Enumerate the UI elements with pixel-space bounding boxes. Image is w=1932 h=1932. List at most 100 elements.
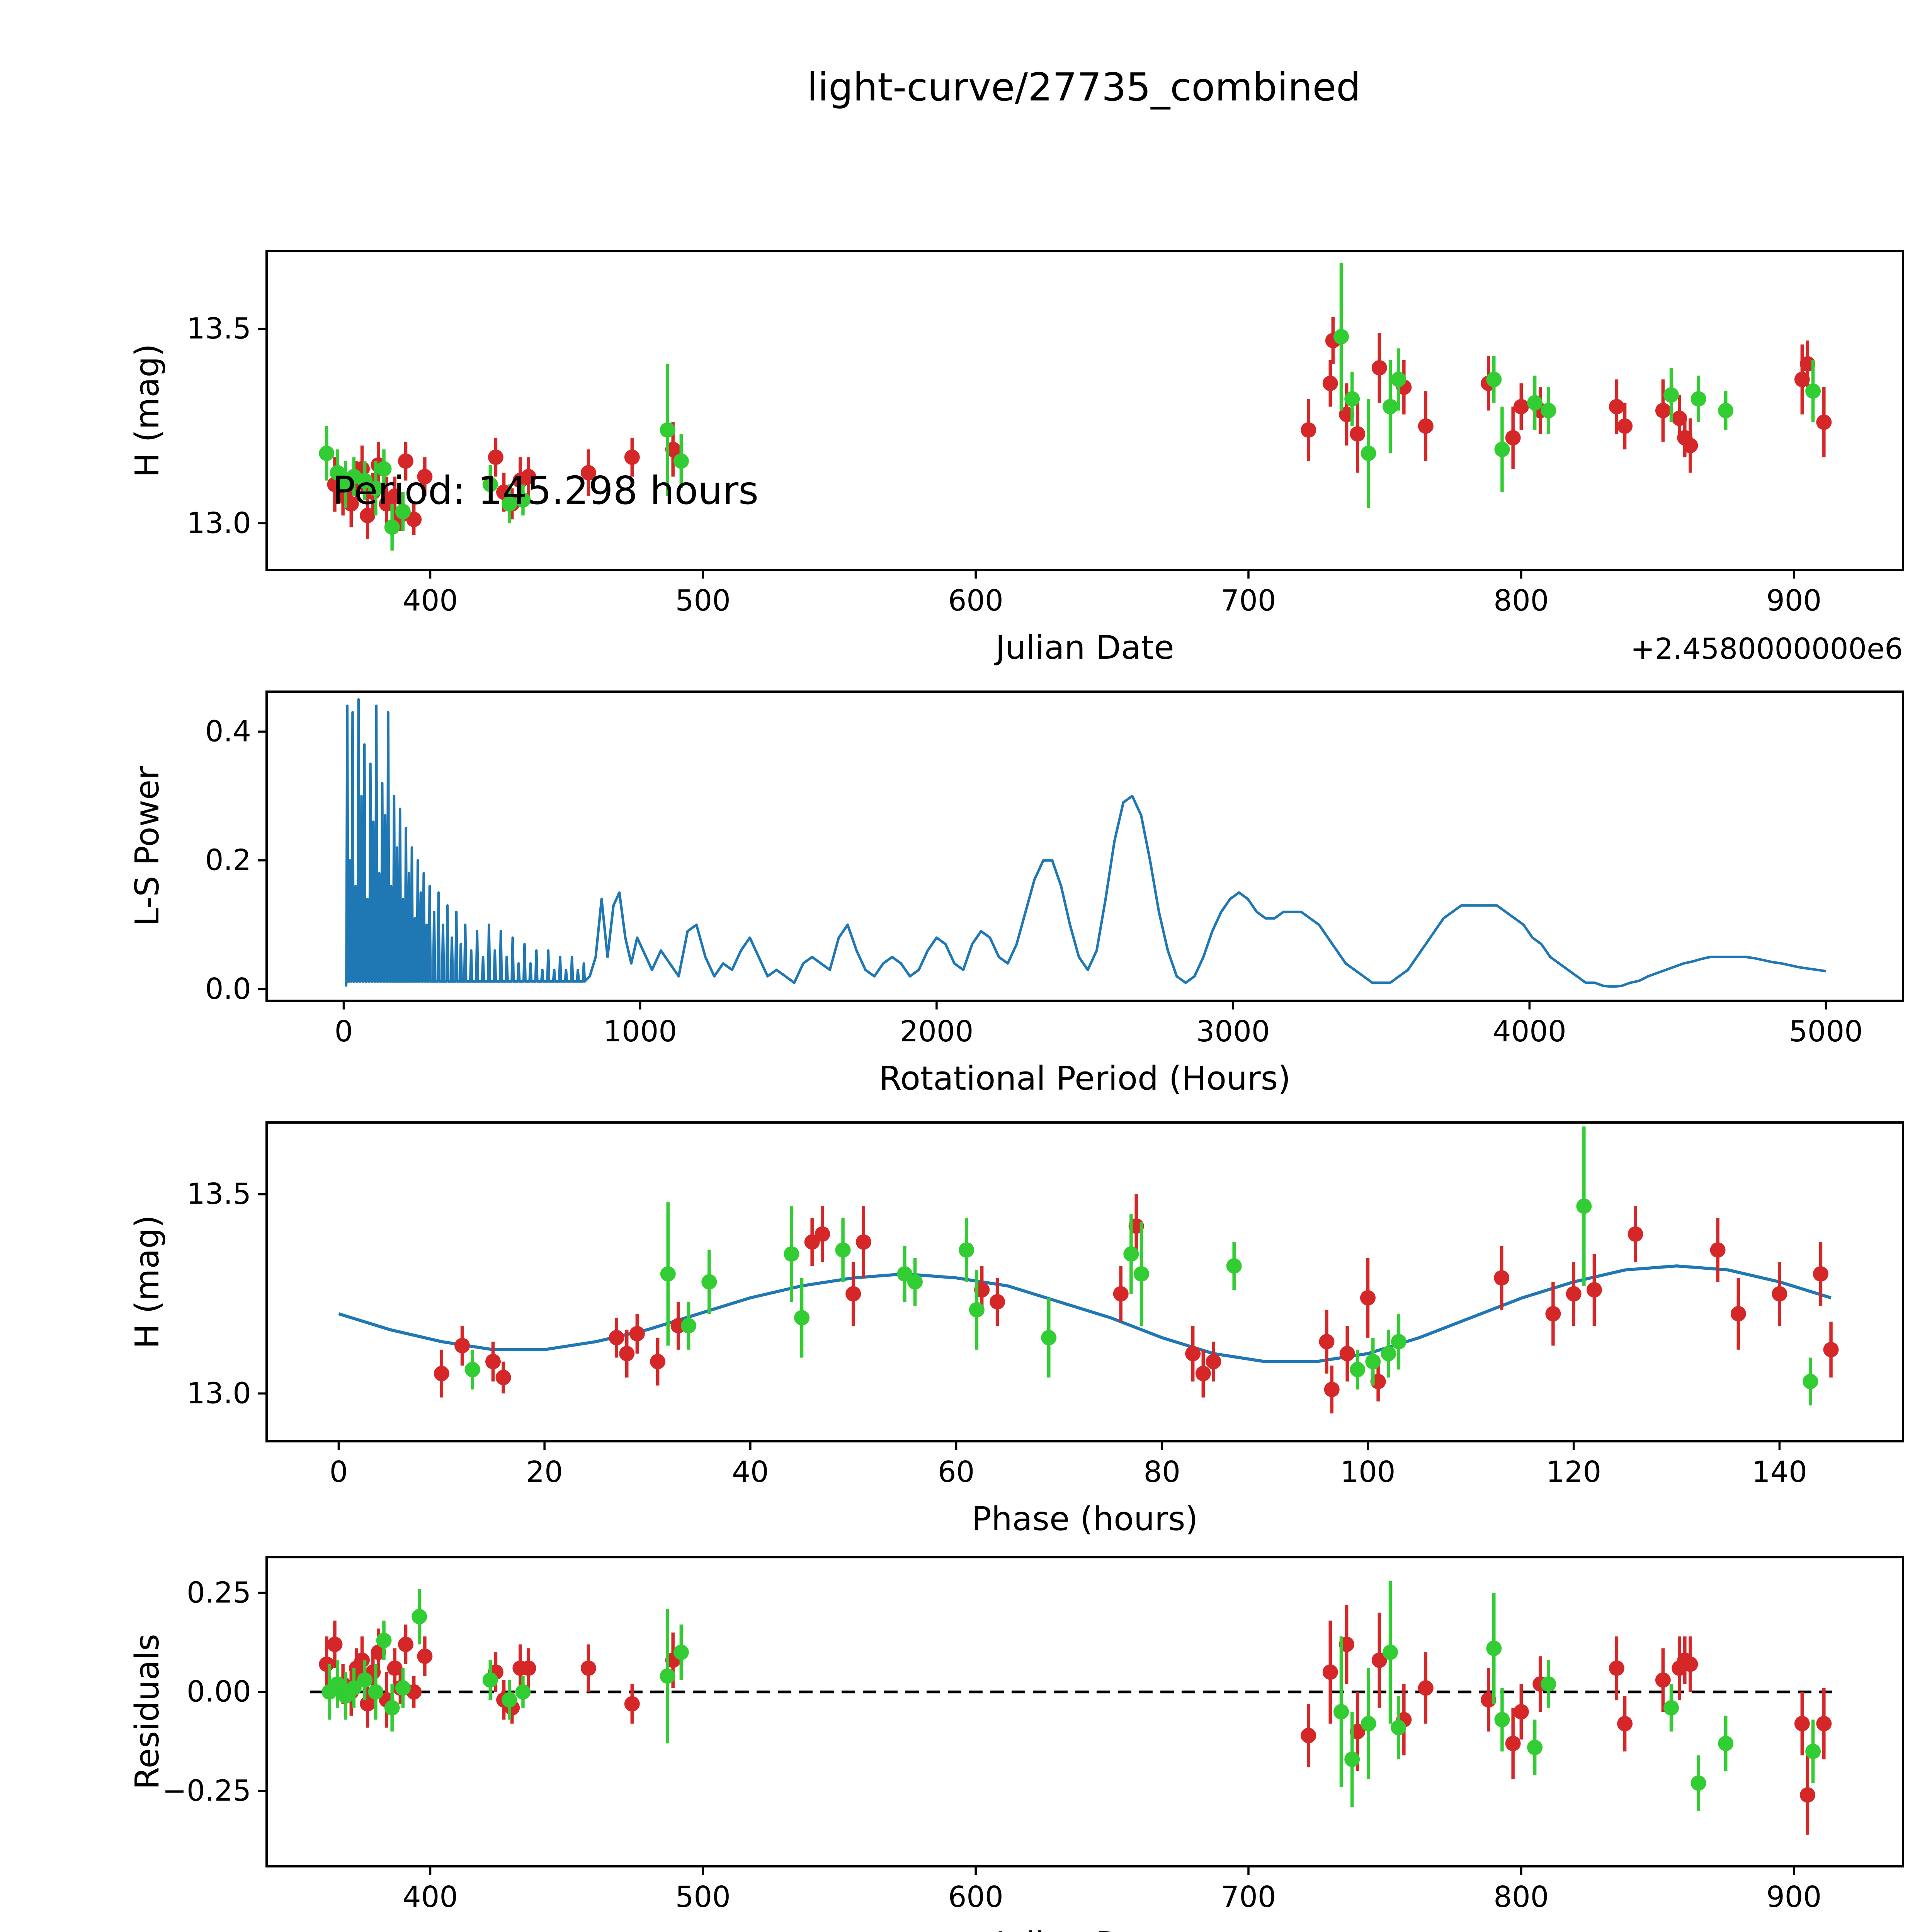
x-tick-label: 1000	[603, 1014, 677, 1048]
data-point-red	[1794, 372, 1810, 388]
x-tick-label: 400	[403, 1880, 458, 1914]
data-point-red	[354, 1652, 370, 1668]
panel-phase: 0 20 40 60 80 100 120 140 13.0 13.5 Phase (hours) H…	[128, 1121, 1904, 1538]
data-point-green	[1805, 383, 1821, 399]
x-tick-label: 4000	[1493, 1014, 1566, 1048]
data-point-green	[794, 1310, 810, 1326]
data-point-green	[1041, 1330, 1057, 1345]
axes-spine	[265, 1121, 1904, 1442]
data-point-red	[1628, 1226, 1643, 1242]
y-tick-label: 13.0	[187, 1376, 251, 1410]
data-point-green	[412, 1609, 427, 1624]
panel-periodogram: 0 1000 2000 3000 4000 5000 0.0 0.2 0.4 Rotational…	[128, 690, 1904, 1098]
data-point-green	[835, 1242, 851, 1258]
data-point-green	[959, 1242, 975, 1258]
x-axis-offset-label: +2.4580000000e6	[1631, 632, 1903, 666]
data-point-green	[1527, 395, 1543, 411]
x-tick-label: 0	[330, 1455, 348, 1489]
data-point-red	[1322, 376, 1338, 391]
data-point-red	[624, 1696, 640, 1712]
x-tick-label: 800	[1493, 1880, 1549, 1914]
data-point-green	[482, 476, 498, 492]
data-point-red	[1301, 422, 1316, 438]
panel-lightcurve-jd: 400 500 600 700 800 900 13.0 13.5 Julian Date H (…	[128, 250, 1904, 667]
y-tick-label: 0.4	[205, 714, 251, 748]
data-point-red	[1505, 430, 1521, 446]
data-point-red	[990, 1294, 1005, 1310]
data-point-red	[1350, 426, 1366, 442]
data-point-green	[515, 492, 531, 508]
data-point-red	[1682, 438, 1698, 454]
data-point-red	[1609, 399, 1624, 415]
x-axis-label: Phase (hours)	[971, 1500, 1198, 1538]
data-point-green	[1541, 403, 1556, 418]
data-point-green	[1123, 1246, 1139, 1262]
data-point-red	[1513, 399, 1529, 415]
data-point-red	[1360, 1290, 1376, 1306]
x-axis-label: Julian Date	[993, 629, 1174, 667]
data-point-green	[701, 1274, 717, 1290]
y-tick-label: 0.25	[187, 1575, 251, 1609]
data-point-green	[1344, 1752, 1360, 1767]
data-point-green	[1494, 1712, 1510, 1728]
data-point-red	[1513, 1704, 1529, 1719]
data-point-red	[1655, 403, 1671, 418]
x-tick-label: 400	[403, 583, 458, 617]
data-point-red	[1185, 1346, 1201, 1362]
data-point-red	[1799, 1787, 1815, 1803]
data-point-green	[1391, 1720, 1406, 1736]
data-point-red	[629, 1326, 645, 1342]
data-point-red	[1206, 1354, 1221, 1369]
data-point-green	[1350, 1362, 1366, 1378]
data-point-red	[1617, 1716, 1633, 1731]
plot-area	[310, 1581, 1832, 1835]
data-point-red	[1655, 1672, 1671, 1688]
y-tick-label: −0.25	[162, 1774, 251, 1808]
data-point-red	[1339, 1346, 1355, 1362]
data-point-red	[327, 1636, 343, 1652]
data-point-red	[1730, 1306, 1746, 1321]
data-point-red	[1566, 1286, 1582, 1302]
data-point-red	[417, 1648, 433, 1664]
y-axis-label: L-S Power	[128, 766, 167, 927]
data-point-red	[1816, 1716, 1832, 1731]
data-point-green	[673, 453, 689, 469]
data-point-green	[681, 1318, 697, 1333]
data-point-red	[1113, 1286, 1129, 1302]
data-point-red	[1301, 1728, 1316, 1743]
data-point-red	[520, 469, 536, 485]
data-point-green	[1391, 1334, 1406, 1350]
x-tick-label: 700	[1221, 1880, 1276, 1914]
data-point-red	[1371, 360, 1387, 376]
plot-area	[338, 1126, 1839, 1413]
axes-spine	[265, 250, 1904, 571]
panel-residuals: 400 500 600 700 800 900 −0.25 0.00 0.25 Julian Da…	[128, 1556, 1904, 1932]
data-point-green	[376, 1633, 392, 1648]
data-point-green	[660, 1266, 676, 1282]
data-point-red	[1682, 1656, 1698, 1672]
data-point-green	[660, 1668, 675, 1684]
data-point-red	[417, 469, 433, 485]
data-point-red	[1672, 410, 1687, 426]
data-point-green	[1391, 372, 1406, 388]
data-point-green	[319, 446, 335, 461]
y-tick-label: 13.5	[187, 311, 251, 345]
x-tick-label: 80	[1144, 1455, 1180, 1489]
data-point-red	[398, 1636, 413, 1652]
data-point-green	[1333, 1704, 1349, 1719]
y-tick-label: 13.5	[187, 1177, 251, 1211]
data-point-green	[1690, 1775, 1706, 1791]
x-tick-label: 800	[1493, 583, 1549, 617]
data-point-green	[1718, 403, 1734, 418]
x-tick-label: 0	[335, 1014, 353, 1048]
x-tick-label: 500	[675, 1880, 731, 1914]
data-point-red	[387, 488, 403, 504]
data-point-red	[1195, 1366, 1211, 1381]
data-point-green	[1133, 1266, 1149, 1282]
data-point-red	[1609, 1660, 1624, 1676]
data-point-green	[1486, 1640, 1502, 1656]
data-point-green	[1718, 1736, 1734, 1752]
periodogram-line	[345, 698, 1826, 988]
data-point-green	[368, 480, 384, 496]
